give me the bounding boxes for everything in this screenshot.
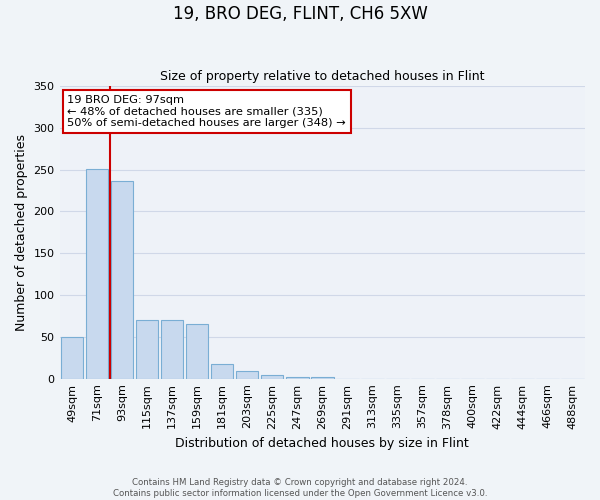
Bar bbox=[286, 377, 308, 378]
Bar bbox=[311, 377, 334, 378]
Bar bbox=[86, 169, 109, 378]
X-axis label: Distribution of detached houses by size in Flint: Distribution of detached houses by size … bbox=[175, 437, 469, 450]
Text: Contains HM Land Registry data © Crown copyright and database right 2024.
Contai: Contains HM Land Registry data © Crown c… bbox=[113, 478, 487, 498]
Bar bbox=[186, 324, 208, 378]
Bar bbox=[236, 371, 259, 378]
Text: 19 BRO DEG: 97sqm
← 48% of detached houses are smaller (335)
50% of semi-detache: 19 BRO DEG: 97sqm ← 48% of detached hous… bbox=[67, 95, 346, 128]
Y-axis label: Number of detached properties: Number of detached properties bbox=[15, 134, 28, 331]
Bar bbox=[111, 180, 133, 378]
Bar bbox=[136, 320, 158, 378]
Bar bbox=[211, 364, 233, 378]
Bar bbox=[261, 374, 283, 378]
Bar bbox=[61, 337, 83, 378]
Title: Size of property relative to detached houses in Flint: Size of property relative to detached ho… bbox=[160, 70, 485, 84]
Bar bbox=[161, 320, 184, 378]
Text: 19, BRO DEG, FLINT, CH6 5XW: 19, BRO DEG, FLINT, CH6 5XW bbox=[173, 5, 427, 23]
